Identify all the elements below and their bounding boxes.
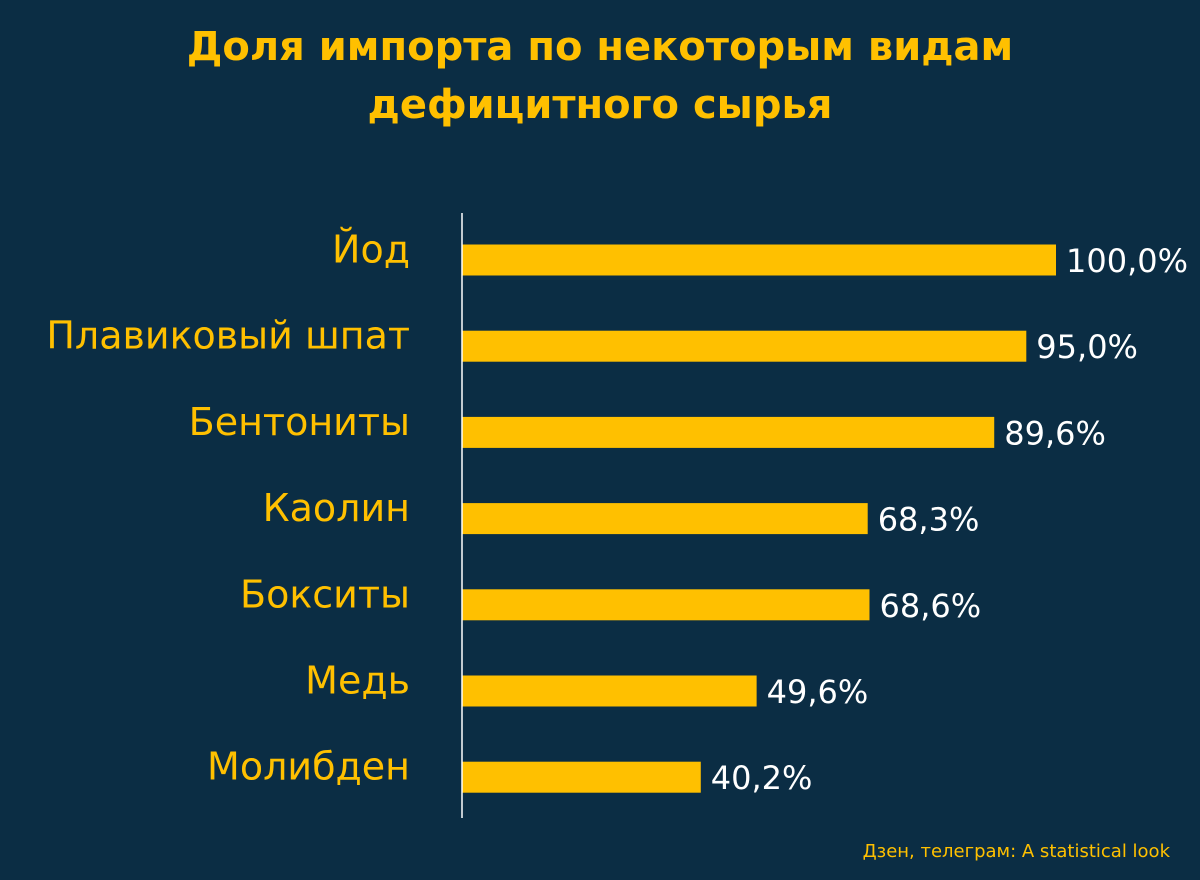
category-label-5: Бокситы bbox=[240, 572, 410, 616]
category-label-3: Бентониты bbox=[189, 400, 410, 444]
value-label-4: 68,3% bbox=[878, 501, 980, 539]
bar-5 bbox=[462, 589, 870, 621]
category-label-1: Йод bbox=[332, 228, 410, 272]
bar-4 bbox=[462, 503, 868, 535]
value-label-7: 40,2% bbox=[711, 759, 813, 797]
category-label-6: Медь bbox=[305, 659, 410, 703]
category-label-4: Каолин bbox=[263, 486, 410, 530]
category-label-7: Молибден bbox=[207, 745, 410, 789]
chart-title-line-2: дефицитного сырья bbox=[367, 82, 833, 128]
value-label-1: 100,0% bbox=[1066, 242, 1188, 280]
credit-text: Дзен, телеграм: A statistical look bbox=[862, 841, 1170, 862]
bar-3 bbox=[462, 416, 995, 448]
bar-2 bbox=[462, 330, 1027, 362]
value-label-3: 89,6% bbox=[1004, 414, 1106, 452]
chart-title-line-1: Доля импорта по некоторым видам bbox=[186, 24, 1014, 70]
value-label-6: 49,6% bbox=[767, 673, 869, 711]
bar-7 bbox=[462, 761, 701, 793]
chart-title: Доля импорта по некоторым видам дефицитн… bbox=[0, 18, 1200, 134]
bars-layer: Йод 100,0% Плавиковый шпат 95,0% Бентониты 89… bbox=[46, 228, 1188, 798]
bar-6 bbox=[462, 675, 757, 707]
value-label-2: 95,0% bbox=[1036, 328, 1138, 366]
category-label-2: Плавиковый шпат bbox=[46, 314, 410, 358]
value-label-5: 68,6% bbox=[879, 587, 981, 625]
bar-1 bbox=[462, 244, 1056, 276]
